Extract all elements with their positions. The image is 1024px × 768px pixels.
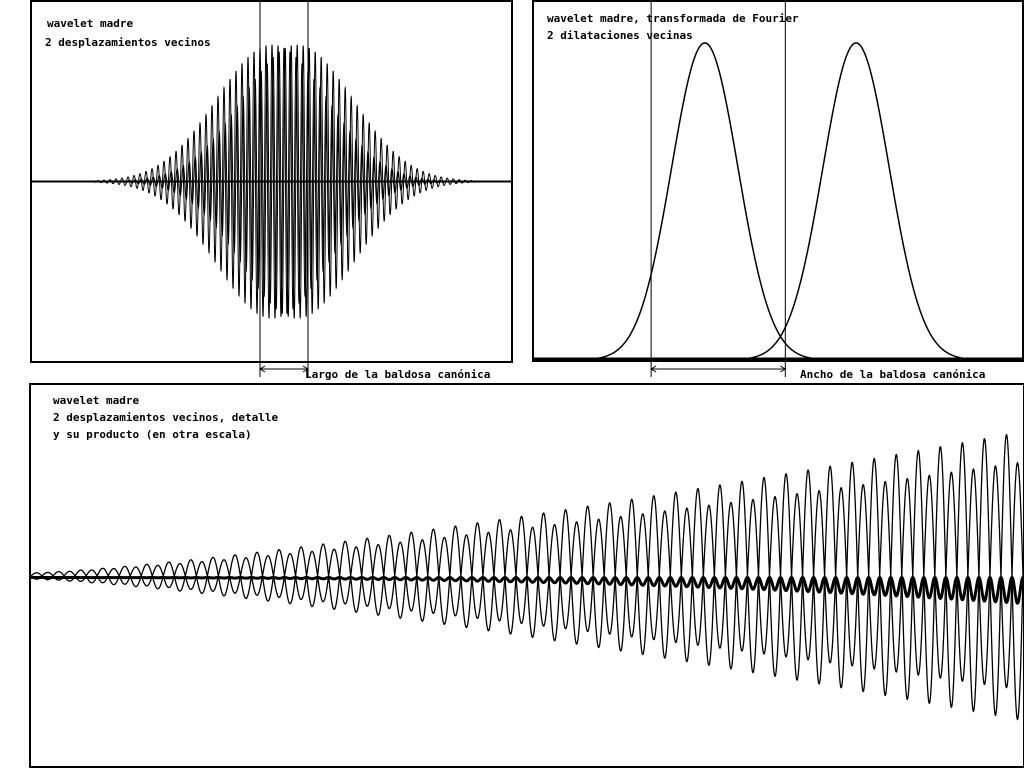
series-1-line — [32, 44, 512, 319]
bottom-panel-frame — [29, 383, 1024, 768]
top-right-title: wavelet madre, transformada de Fourier — [547, 12, 799, 25]
top-left-subtitle: 2 desplazamientos vecinos — [45, 36, 211, 49]
arrow-heads — [650, 365, 787, 373]
oscillation-2-line — [30, 461, 1024, 689]
gaussian-1-line — [534, 42, 1022, 361]
top-left-chart — [32, 2, 512, 377]
bottom-note: y su producto (en otra escala) — [53, 428, 252, 441]
top-right-chart — [534, 2, 1022, 377]
arrow-heads — [259, 365, 309, 373]
top-right-annotation: Ancho de la baldosa canónica — [800, 368, 986, 381]
top-right-panel-frame — [532, 0, 1024, 362]
bottom-subtitle: 2 desplazamientos vecinos, detalle — [53, 411, 279, 424]
bottom-chart — [30, 433, 1024, 721]
top-left-title: wavelet madre — [47, 17, 134, 30]
series-2-line — [32, 44, 512, 319]
gaussian-2-line — [534, 42, 1022, 361]
product-line — [31, 575, 1024, 605]
top-left-annotation: Largo de la baldosa canónica — [305, 368, 491, 381]
top-right-subtitle: 2 dilataciones vecinas — [547, 29, 693, 42]
bottom-title: wavelet madre — [53, 394, 140, 407]
